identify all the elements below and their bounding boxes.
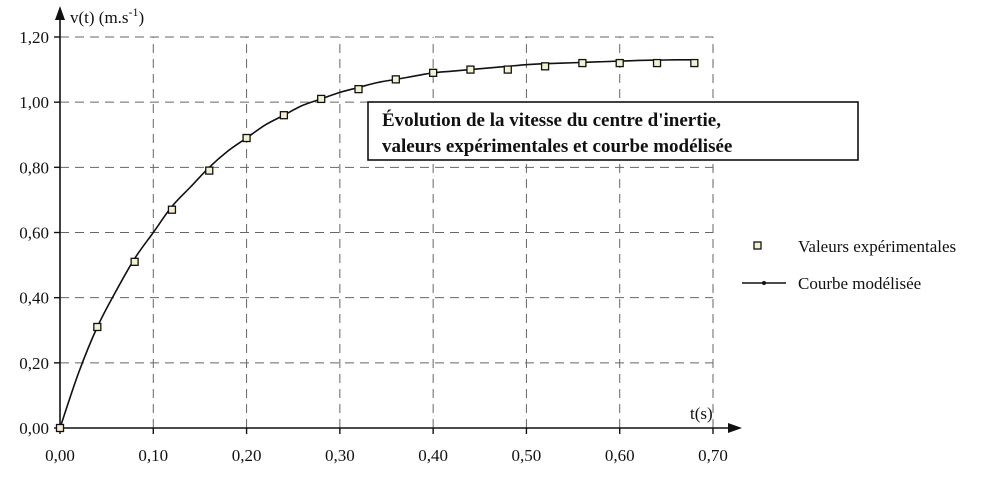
x-tick-label: 0,10	[138, 446, 168, 465]
title-box: Évolution de la vitesse du centre d'iner…	[367, 101, 859, 161]
chart-title-line-2: valeurs expérimentales et courbe modélis…	[382, 136, 732, 157]
grid	[60, 36, 714, 428]
chart-title-line-1: Évolution de la vitesse du centre d'iner…	[382, 109, 721, 131]
experimental-point	[615, 58, 624, 68]
y-axis-label: v(t) (m.s-1)	[70, 5, 144, 27]
x-axis-label: t(s)	[690, 404, 713, 423]
x-tick-label: 0,30	[325, 446, 355, 465]
x-axis-arrow	[728, 423, 742, 433]
experimental-point	[354, 84, 363, 94]
x-tick-label: 0,00	[45, 446, 75, 465]
experimental-point	[391, 75, 400, 84]
experimental-point	[428, 68, 438, 77]
experimental-point	[242, 133, 251, 143]
experimental-point	[167, 205, 177, 214]
y-tick-label: 0,20	[19, 354, 49, 373]
x-tick-label: 0,70	[698, 446, 728, 465]
x-tick-label: 0,50	[512, 446, 542, 465]
legend-marker-experimental	[753, 241, 762, 250]
legend: Valeurs expérimentales Courbe modélisée	[742, 237, 956, 293]
y-axis-arrow	[55, 6, 65, 20]
experimental-point	[279, 111, 289, 120]
y-tick-label: 0,40	[19, 289, 49, 308]
model-curve	[59, 58, 695, 429]
x-tick-label: 0,60	[605, 446, 635, 465]
y-axis-label-close: )	[139, 8, 145, 27]
experimental-point	[578, 58, 587, 68]
experimental-points-layer	[55, 58, 699, 433]
x-tick-label: 0,20	[232, 446, 262, 465]
y-tick-label: 1,00	[19, 93, 49, 112]
experimental-point	[466, 65, 475, 74]
experimental-point	[690, 58, 699, 68]
legend-label-model: Courbe modélisée	[798, 274, 921, 293]
y-tick-label: 0,00	[19, 419, 49, 438]
legend-label-experimental: Valeurs expérimentales	[798, 237, 956, 256]
tick-labels: 0,00 0,10 0,20 0,30 0,40 0,50 0,60 0,70 0,00 0,20…	[19, 28, 728, 465]
y-tick-label: 0,60	[19, 224, 49, 243]
y-tick-label: 1,20	[19, 28, 49, 47]
y-axis-label-base: v(t) (m.s	[70, 8, 129, 27]
legend-marker-model-dot	[762, 281, 766, 285]
y-tick-label: 0,80	[19, 158, 49, 177]
experimental-point	[317, 94, 326, 104]
experimental-point	[130, 257, 139, 266]
experimental-point	[55, 423, 65, 433]
axes	[55, 6, 742, 433]
experimental-point	[540, 62, 550, 71]
experimental-point	[652, 58, 662, 68]
model-curve-layer	[59, 58, 695, 429]
x-tick-label: 0,40	[418, 446, 448, 465]
experimental-point	[93, 322, 102, 332]
experimental-point	[503, 65, 512, 74]
experimental-point	[205, 166, 214, 175]
y-axis-label-exponent: -1	[129, 5, 139, 19]
